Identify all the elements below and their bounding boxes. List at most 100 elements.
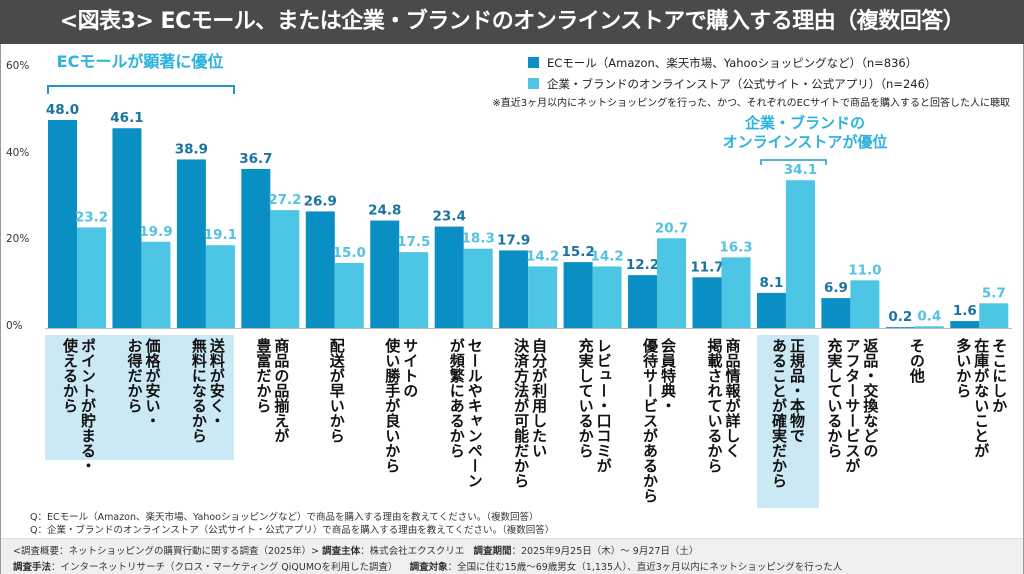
data-label: 15.2 (561, 244, 594, 260)
highlight-brand-advantage (757, 335, 819, 508)
target: ：全国に住む15歳～69歳男女（1,135人）、直近3ヶ月以内にネットショッピン… (447, 562, 843, 573)
page-title: <図表3> ECモール、または企業・ブランドのオンラインストアで購入する理由（複… (0, 0, 1024, 44)
bar-ec (885, 327, 915, 329)
survey-note: ※直近3ヶ月以内にネットショッピングを行った、かつ、それぞれのECサイトで商品を… (492, 98, 1010, 109)
bar-brand (657, 238, 687, 328)
bar-ec (112, 128, 142, 328)
category-label: レビュー・口コミが 充実しているから (576, 338, 613, 473)
annotation-brand-line1: 企業・ブランドの (744, 114, 865, 132)
data-label: 14.2 (590, 248, 623, 264)
data-label: 15.0 (333, 245, 366, 261)
data-label: 5.7 (982, 285, 1006, 301)
data-label: 11.0 (848, 262, 881, 278)
category-label: セールやキャンペーン が頻繁にあるから (447, 338, 484, 488)
legend-item-brand: 企業・ブランドのオンラインストア（公式サイト・公式アプリ）（n=246） (528, 73, 936, 94)
category-label: サイトの 使い勝手が良いから (383, 338, 420, 473)
data-label: 19.9 (139, 224, 172, 240)
bar-brand (914, 326, 944, 328)
bar-ec (305, 211, 335, 328)
question-brand: Q：企業・ブランドのオンラインストア（公式サイト・公式アプリ）で商品を購入する理… (30, 525, 555, 536)
data-label: 14.2 (526, 248, 559, 264)
category-label: 価格が安い・ お得だから (125, 338, 162, 428)
sponsor-label: 調査主体 (322, 546, 361, 557)
data-label: 18.3 (462, 231, 495, 247)
bar-ec (434, 226, 464, 328)
legend-label: ECモール（Amazon、楽天市場、Yahooショッピングなど）（n=836） (547, 55, 918, 70)
bracket-brand (760, 159, 827, 165)
annotation-brand-line2: オンラインストアが優位 (722, 133, 888, 151)
bracket-ec (47, 85, 235, 94)
data-label: 23.2 (75, 209, 108, 225)
category-label: 返品・交換などの アフターサービスが 充実しているから (825, 338, 880, 473)
y-tick-label: 40% (6, 146, 30, 159)
data-label: 26.9 (304, 193, 337, 209)
question-ec: Q：ECモール（Amazon、楽天市場、Yahooショッピングなど）で商品を購入… (30, 512, 539, 523)
bar-brand (592, 266, 622, 328)
bar-ec (563, 262, 593, 328)
data-label: 0.2 (888, 309, 912, 325)
bar-ec (628, 275, 658, 328)
category-label: 商品情報が詳しく 掲載されているから (705, 338, 742, 473)
highlight-ec-advantage (45, 335, 234, 460)
period-label: 調査期間 (473, 546, 512, 557)
data-label: 20.7 (655, 220, 688, 236)
bar-brand (77, 227, 106, 328)
sponsor: ：株式会社エクスクリエ (360, 546, 465, 557)
data-label: 24.8 (368, 203, 401, 219)
bar-brand (334, 263, 364, 328)
bar-ec (950, 321, 980, 328)
bar-ec (48, 120, 77, 328)
bar-ec (176, 159, 206, 328)
survey-overview: <調査概要：ネットショッピングの購買行動に関する調査（2025年）> (13, 546, 320, 557)
category-label: 商品の品揃えが 豊富だから (254, 338, 291, 443)
method-label: 調査手法 (13, 562, 52, 573)
category-label: その他 (907, 338, 926, 383)
bar-ec (370, 220, 400, 328)
method: ：インターネットリサーチ（クロス・マーケティング QiQUMOを利用した調査） (51, 562, 398, 573)
bar-brand (721, 257, 751, 328)
data-label: 1.6 (953, 303, 977, 319)
bar-brand (979, 303, 1009, 328)
data-label: 46.1 (110, 110, 143, 126)
bar-brand (785, 180, 815, 328)
category-label: 会員特典・ 優待サービスがあるから (641, 338, 678, 503)
data-label: 8.1 (759, 275, 783, 291)
legend-swatch-ec (528, 57, 539, 68)
bar-brand (463, 248, 493, 328)
bar-ec (499, 250, 529, 328)
data-label: 34.1 (784, 162, 817, 178)
footer-line1: <調査概要：ネットショッピングの購買行動に関する調査（2025年）> 調査主体：… (13, 543, 698, 557)
data-label: 36.7 (239, 151, 272, 167)
data-label: 12.2 (626, 257, 659, 273)
footer-line2: 調査手法：インターネットリサーチ（クロス・マーケティング QiQUMOを利用した… (13, 559, 842, 573)
bar-brand (141, 241, 171, 328)
y-tick-label: 20% (6, 233, 30, 246)
data-label: 19.1 (204, 227, 237, 243)
bar-ec (756, 292, 786, 328)
data-label: 11.7 (690, 259, 723, 275)
data-label: 48.0 (46, 102, 79, 118)
bar-brand (205, 245, 235, 328)
chart-legend: ECモール（Amazon、楽天市場、Yahooショッピングなど）（n=836） … (528, 52, 936, 94)
category-label: 送料が安く・ 無料になるから (189, 338, 226, 443)
data-label: 27.2 (268, 192, 301, 208)
y-tick-label: 0% (6, 320, 23, 332)
legend-label: 企業・ブランドのオンラインストア（公式サイト・公式アプリ）（n=246） (547, 76, 937, 91)
category-label: 正規品・本物で あることが確実だから (769, 338, 806, 488)
category-label: ポイントが貯まる・ 使えるから (61, 338, 97, 473)
question-text: Q：ECモール（Amazon、楽天市場、Yahooショッピングなど）で商品を購入… (30, 511, 554, 537)
y-tick-label: 60% (6, 60, 30, 72)
legend-swatch-brand (528, 78, 539, 89)
data-label: 17.9 (497, 232, 530, 248)
bar-ec (241, 168, 271, 328)
target-label: 調査対象 (409, 562, 448, 573)
legend-item-ec: ECモール（Amazon、楽天市場、Yahooショッピングなど）（n=836） (528, 52, 936, 73)
period: ：2025年9月25日（木）～ 9月27日（土） (511, 546, 699, 557)
category-label: 自分が利用したい 決済方法が可能だから (512, 338, 549, 488)
bar-brand (528, 266, 558, 328)
data-label: 38.9 (175, 141, 208, 157)
annotation-ec: ECモールが顕著に優位 (56, 52, 224, 71)
bar-brand (270, 210, 300, 328)
data-label: 6.9 (824, 280, 848, 296)
